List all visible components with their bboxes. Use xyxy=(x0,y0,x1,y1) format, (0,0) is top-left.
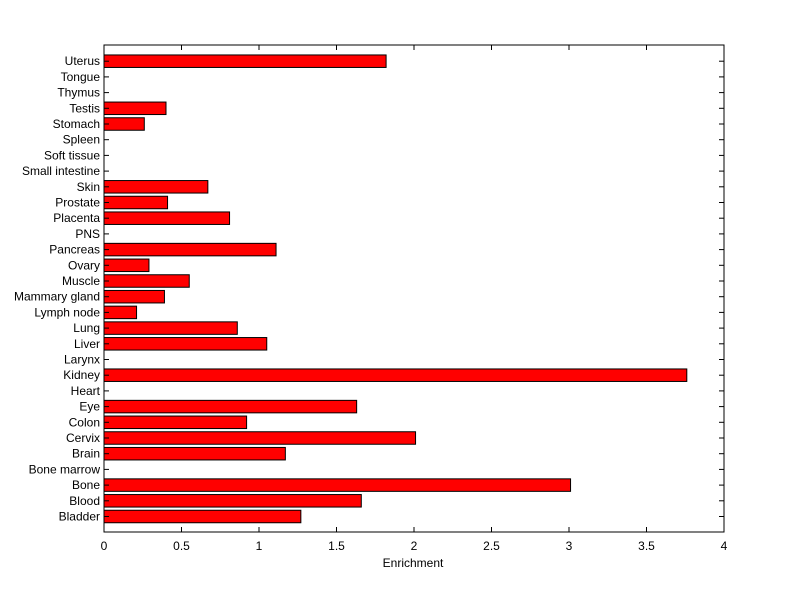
x-tick-label-0: 0 xyxy=(101,539,108,553)
y-tick-label-pancreas: Pancreas xyxy=(49,243,100,257)
y-tick-label-cervix: Cervix xyxy=(66,431,100,445)
bar-placenta xyxy=(103,211,231,225)
bar-kidney xyxy=(103,368,688,382)
bar-ovary xyxy=(103,258,150,273)
bar-blood xyxy=(103,494,362,508)
bar-prostate xyxy=(103,195,169,210)
bar-pancreas xyxy=(103,242,277,257)
y-tick-label-larynx: Larynx xyxy=(64,353,100,367)
y-tick-label-prostate: Prostate xyxy=(55,196,100,210)
y-tick-label-brain: Brain xyxy=(72,447,100,461)
y-tick-label-testis: Testis xyxy=(69,101,100,115)
bar-mammary-gland xyxy=(103,289,165,304)
bar-bladder xyxy=(103,509,302,524)
bar-brain xyxy=(103,446,286,461)
bar-stomach xyxy=(103,117,145,131)
y-tick-label-bone: Bone xyxy=(72,478,100,492)
x-tick-label-4: 2 xyxy=(411,539,418,553)
y-tick-label-blood: Blood xyxy=(69,494,100,508)
y-tick-label-thymus: Thymus xyxy=(57,86,100,100)
y-tick-label-eye: Eye xyxy=(79,400,100,414)
y-tick-label-muscle: Muscle xyxy=(62,274,100,288)
y-tick-label-lymph-node: Lymph node xyxy=(34,305,100,319)
plot-frame xyxy=(103,44,725,533)
x-axis-title: Enrichment xyxy=(383,556,444,570)
bar-eye xyxy=(103,399,358,414)
x-axis-ticks: 0 0.5 1 1.5 2 2.5 3 3.5 4 xyxy=(101,45,728,553)
bar-testis xyxy=(103,101,167,116)
bar-liver xyxy=(103,337,268,351)
x-tick-label-7: 3.5 xyxy=(638,539,655,553)
bar-colon xyxy=(103,415,248,430)
y-tick-label-liver: Liver xyxy=(74,337,100,351)
bar-skin xyxy=(103,180,209,194)
y-tick-label-placenta: Placenta xyxy=(53,211,100,225)
x-tick-label-3: 1.5 xyxy=(328,539,345,553)
y-tick-label-tongue: Tongue xyxy=(61,70,101,84)
y-tick-label-soft-tissue: Soft tissue xyxy=(44,148,100,162)
y-tick-label-kidney: Kidney xyxy=(63,368,100,382)
y-tick-label-ovary: Ovary xyxy=(68,258,100,272)
bar-cervix xyxy=(103,431,417,445)
y-tick-label-uterus: Uterus xyxy=(65,54,100,68)
y-tick-label-stomach: Stomach xyxy=(53,117,100,131)
bar-uterus xyxy=(103,54,387,68)
x-tick-label-1: 0.5 xyxy=(173,539,190,553)
bar-bone xyxy=(103,478,572,492)
y-tick-label-skin: Skin xyxy=(77,180,100,194)
y-tick-label-heart: Heart xyxy=(71,384,101,398)
bar-lung xyxy=(103,321,238,335)
y-tick-label-lung: Lung xyxy=(73,321,100,335)
y-tick-label-bladder: Bladder xyxy=(59,510,100,524)
x-tick-label-6: 3 xyxy=(566,539,573,553)
y-tick-label-spleen: Spleen xyxy=(63,133,100,147)
y-tick-label-bone-marrow: Bone marrow xyxy=(29,462,101,476)
x-tick-label-5: 2.5 xyxy=(483,539,500,553)
y-tick-label-pns: PNS xyxy=(75,227,100,241)
y-tick-label-colon: Colon xyxy=(69,415,100,429)
y-tick-label-mammary-gland: Mammary gland xyxy=(14,290,100,304)
x-tick-label-2: 1 xyxy=(256,539,263,553)
x-tick-label-8: 4 xyxy=(721,539,728,553)
bar-muscle xyxy=(103,274,190,288)
y-tick-label-small-intestine: Small intestine xyxy=(22,164,100,178)
